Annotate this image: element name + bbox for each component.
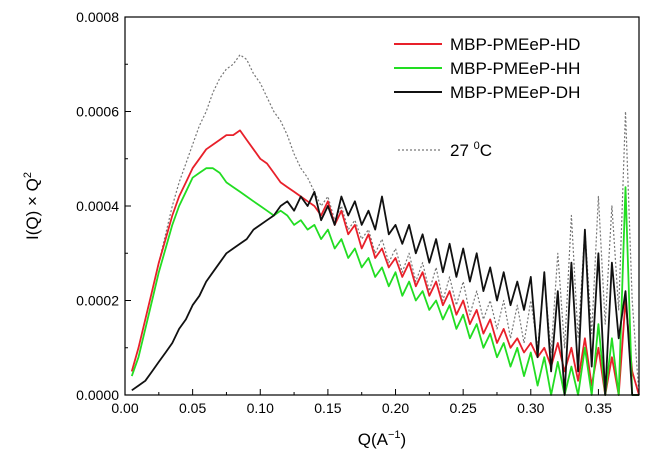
- x-tick-label: 0.25: [450, 400, 477, 416]
- legend-label-temperature: 27 0C: [450, 140, 492, 160]
- x-tick-label: 0.05: [179, 400, 206, 416]
- x-tick-label: 0.00: [111, 400, 138, 416]
- legend-label: MBP-PMEeP-HD: [450, 35, 580, 54]
- y-tick-label: 0.0000: [76, 387, 119, 403]
- x-tick-label: 0.35: [585, 400, 612, 416]
- y-axis-title: I(Q) × Q2: [22, 172, 42, 240]
- series-line-mbp-pmeep-dh: [131, 190, 639, 396]
- legend-label: MBP-PMEeP-HH: [450, 59, 580, 78]
- y-tick-label: 0.0008: [76, 9, 119, 25]
- series-layer: [130, 54, 640, 396]
- x-tick-label: 0.15: [314, 400, 341, 416]
- legend-label: MBP-PMEeP-DH: [450, 83, 580, 102]
- y-tick-label: 0.0002: [76, 293, 119, 309]
- legend: MBP-PMEeP-HD MBP-PMEeP-HH MBP-PMEeP-DH 27 0…: [394, 35, 580, 160]
- x-tick-label: 0.20: [382, 400, 409, 416]
- x-axis-title: Q(A−1): [358, 429, 406, 449]
- series-line-mbp-pmeep-hh: [130, 167, 639, 396]
- series-line-mbp-pmeep-hd: [130, 129, 640, 396]
- y-tick-label: 0.0006: [76, 104, 119, 120]
- y-tick-label: 0.0004: [76, 198, 119, 214]
- x-tick-label: 0.30: [517, 400, 544, 416]
- x-tick-label: 0.10: [247, 400, 274, 416]
- axis-layer: 0.00 0.05 0.10 0.15 0.20 0.25 0.30 0.35 0.0000 0.…: [76, 9, 633, 416]
